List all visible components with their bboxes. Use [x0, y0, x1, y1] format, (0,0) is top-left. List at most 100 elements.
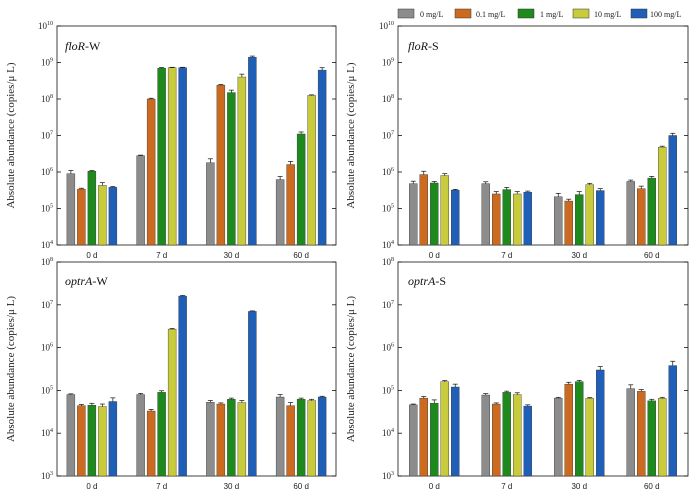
x-tick-label-0d: 0 d: [86, 251, 97, 260]
y-tick-base: 10: [41, 300, 51, 310]
bar-60d-1mg: [647, 177, 656, 246]
y-tick-exponent: 3: [50, 471, 53, 477]
y-tick-label: 103: [382, 471, 394, 481]
y-tick-exponent: 5: [391, 385, 394, 391]
x-tick-label-60d: 60 d: [293, 482, 309, 491]
bar-30d-0-1mg: [564, 383, 573, 477]
bar-30d-1mg: [227, 92, 236, 246]
bar-7d-10mg: [513, 394, 522, 477]
y-tick-base: 10: [41, 167, 51, 177]
y-tick-exponent: 4: [391, 428, 394, 434]
bar-30d-10mg: [585, 184, 594, 246]
panel-optra-s: Absolute abundance (copies/μ L) optrA-S …: [345, 257, 689, 491]
y-tick-base: 10: [41, 58, 51, 68]
y-tick-label: 108: [41, 257, 53, 267]
y-tick-exponent: 4: [50, 240, 53, 246]
y-tick-base: 10: [382, 167, 392, 177]
panel-title: floR-W: [65, 39, 101, 53]
y-tick-base: 10: [382, 471, 392, 481]
y-tick-exponent: 8: [391, 94, 394, 100]
y-tick-exponent: 4: [50, 428, 53, 434]
bar-60d-0mg: [626, 181, 635, 246]
y-tick-exponent: 9: [391, 58, 394, 64]
legend-label-0mg: 0 mg/L: [420, 10, 443, 19]
x-tick-label-0d: 0 d: [429, 482, 440, 491]
bar-7d-0-1mg: [492, 193, 501, 246]
bar-0d-1mg: [87, 171, 97, 246]
bar-60d-0-1mg: [637, 188, 646, 246]
bar-30d-1mg: [575, 194, 584, 246]
x-tick-label-7d: 7 d: [156, 251, 167, 260]
bar-30d-0mg: [554, 196, 563, 246]
y-tick-base: 10: [41, 343, 51, 353]
bar-7d-1mg: [502, 392, 511, 477]
y-tick-exponent: 3: [391, 471, 394, 477]
bar-30d-0mg: [206, 402, 215, 477]
bar-0d-10mg: [440, 381, 449, 477]
y-tick-exponent: 6: [391, 167, 394, 173]
bars: [66, 295, 327, 477]
bar-60d-100mg: [668, 365, 677, 477]
legend-label-0-1mg: 0.1 mg/L: [476, 10, 505, 19]
y-tick-base: 10: [382, 300, 392, 310]
bar-7d-100mg: [523, 191, 532, 246]
bar-60d-1mg: [647, 400, 656, 477]
bar-60d-100mg: [317, 396, 327, 477]
bar-30d-1mg: [575, 381, 584, 477]
bar-30d-10mg: [237, 76, 247, 246]
bar-60d-0mg: [275, 179, 285, 246]
y-tick-label: 108: [382, 257, 394, 267]
bar-0d-10mg: [440, 175, 449, 246]
y-tick-exponent: 7: [50, 131, 53, 137]
bar-0d-10mg: [98, 185, 107, 246]
y-tick-base: 10: [41, 428, 51, 438]
y-tick-label: 109: [382, 58, 394, 68]
panel-title-gene: floR: [65, 39, 86, 53]
y-tick-label: 1010: [38, 21, 53, 31]
x-tick-label-60d: 60 d: [293, 251, 309, 260]
y-tick-exponent: 4: [391, 240, 394, 246]
bar-7d-1mg: [157, 67, 166, 246]
x-tick-label-30d: 30 d: [224, 251, 240, 260]
y-tick-exponent: 6: [50, 167, 53, 173]
legend-label-1mg: 1 mg/L: [540, 10, 563, 19]
y-tick-exponent: 6: [50, 343, 53, 349]
x-tick-label-60d: 60 d: [644, 251, 660, 260]
y-tick-base: 10: [41, 131, 51, 141]
panel-title-gene: optrA: [65, 274, 93, 288]
bar-60d-1mg: [296, 133, 306, 246]
y-axis-label: Absolute abundance (copies/μ L): [345, 296, 357, 442]
bar-30d-10mg: [237, 402, 247, 477]
bar-0d-0mg: [409, 404, 418, 477]
bar-60d-10mg: [307, 95, 316, 246]
bar-0d-1mg: [430, 182, 439, 246]
y-tick-label: 104: [41, 428, 53, 438]
bar-0d-0mg: [66, 394, 76, 477]
plot-frame: [56, 261, 337, 477]
y-tick-label: 107: [382, 131, 394, 141]
plot-frame: [397, 261, 689, 477]
bar-60d-0-1mg: [286, 405, 295, 477]
bar-0d-1mg: [430, 403, 439, 477]
legend-swatch-0mg: [397, 8, 415, 19]
y-tick-base: 10: [41, 240, 51, 250]
panel-title-suffix: -S: [435, 274, 446, 288]
x-tick-label-60d: 60 d: [644, 482, 660, 491]
bar-7d-10mg: [513, 193, 522, 246]
panel-title: optrA-W: [65, 274, 108, 288]
bar-60d-10mg: [658, 398, 667, 477]
y-tick-label: 106: [382, 167, 394, 177]
y-tick-label: 105: [382, 204, 394, 214]
panel-flor-w: Absolute abundance (copies/μ L) floR-W 1…: [5, 21, 337, 260]
y-tick-label: 105: [41, 385, 53, 395]
panel-flor-s: Absolute abundance (copies/μ L) floR-S 1…: [345, 21, 689, 260]
y-tick-label: 105: [41, 204, 53, 214]
x-tick-label-7d: 7 d: [501, 251, 512, 260]
y-tick-label: 108: [41, 94, 53, 104]
y-tick-base: 10: [382, 131, 392, 141]
bar-30d-0mg: [554, 397, 563, 477]
y-tick-base: 10: [41, 385, 51, 395]
bar-7d-0mg: [481, 183, 490, 246]
